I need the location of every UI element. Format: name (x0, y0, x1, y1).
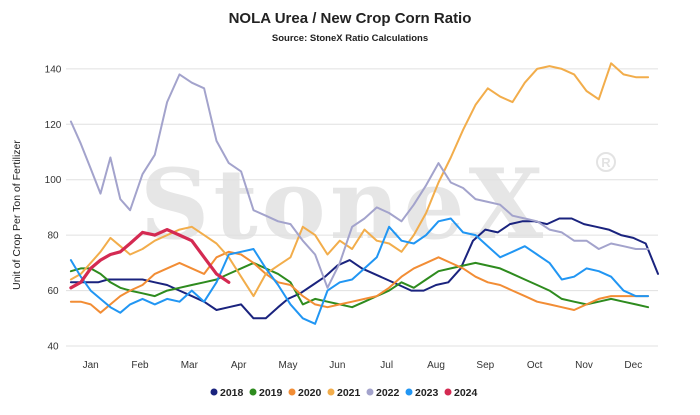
legend-marker-2021 (327, 388, 335, 396)
legend-marker-2023 (405, 388, 413, 396)
x-tick-label: Feb (131, 360, 149, 371)
y-tick-labels: 40 60 80 100 120 140 (45, 64, 62, 352)
x-tick-label: Nov (575, 360, 593, 371)
x-tick-labels: Jan Feb Mar Apr May Jun Jul Aug Sep Oct Nov Dec (83, 360, 643, 371)
legend-label-2022: 2022 (376, 387, 400, 399)
y-axis-label: Unit of Crop Per Ton of Fertilizer (11, 140, 23, 290)
series-line-2024 (69, 228, 231, 290)
series-lines (69, 62, 659, 325)
x-tick-label: Oct (527, 360, 543, 371)
x-tick-label: Jan (83, 360, 99, 371)
legend-label-2024: 2024 (454, 387, 478, 399)
x-tick-label: May (279, 360, 298, 371)
chart-title: NOLA Urea / New Crop Corn Ratio (228, 10, 472, 27)
x-tick-label: Sep (476, 360, 494, 371)
legend-label-2020: 2020 (298, 387, 322, 399)
y-tick-label: 100 (45, 175, 62, 186)
legend-marker-2018 (210, 388, 218, 396)
series-line-2022 (69, 73, 650, 289)
x-tick-label: Dec (624, 360, 642, 371)
registered-mark-icon: R (601, 155, 611, 170)
legend-marker-2019 (249, 388, 257, 396)
legend-label-2021: 2021 (337, 387, 361, 399)
legend-marker-2024 (444, 388, 452, 396)
legend-label-2023: 2023 (415, 387, 439, 399)
legend-label-2019: 2019 (259, 387, 283, 399)
x-tick-label: Aug (427, 360, 445, 371)
legend-label-2018: 2018 (220, 387, 244, 399)
x-tick-label: Jul (380, 360, 393, 371)
series-line-2018 (69, 217, 659, 320)
x-tick-label: Mar (181, 360, 199, 371)
series-line-2021 (69, 62, 650, 298)
legend-marker-2020 (288, 388, 296, 396)
y-tick-label: 120 (45, 120, 62, 131)
series-line-2019 (69, 261, 650, 309)
registered-mark-circle (596, 152, 616, 172)
legend: 2018 2019 2020 2021 2022 2023 2024 (210, 387, 478, 399)
x-tick-label: Jun (329, 360, 345, 371)
x-tick-label: Apr (231, 360, 247, 371)
legend-marker-2022 (366, 388, 374, 396)
chart-subtitle: Source: StoneX Ratio Calculations (271, 33, 429, 44)
series-line-2020 (69, 250, 650, 314)
y-tick-label: 140 (45, 64, 62, 75)
y-tick-label: 60 (47, 286, 59, 297)
series-line-2023 (69, 217, 650, 325)
y-tick-label: 40 (47, 342, 59, 353)
y-tick-label: 80 (47, 231, 59, 242)
